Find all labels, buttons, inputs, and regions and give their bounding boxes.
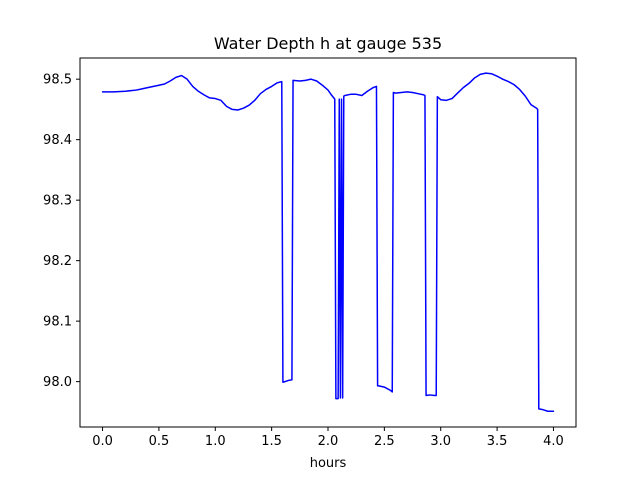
x-tick-label: 1.5 (261, 434, 282, 449)
plot-area-frame (79, 57, 577, 428)
x-tick-label: 1.0 (205, 434, 226, 449)
y-tick-label: 98.0 (43, 375, 72, 390)
x-tick-label: 2.0 (318, 434, 339, 449)
x-tick-label: 2.5 (374, 434, 395, 449)
y-tick-label: 98.1 (43, 315, 72, 330)
x-tick-label: 3.5 (487, 434, 508, 449)
y-tick-label: 98.5 (43, 73, 72, 88)
x-tick-label: 0.5 (149, 434, 170, 449)
y-tick-label: 98.4 (43, 133, 72, 148)
y-tick-label: 98.2 (43, 254, 72, 269)
chart-title: Water Depth h at gauge 535 (214, 34, 442, 53)
x-axis-label: hours (310, 456, 347, 471)
y-axis-ticks: 98.0 98.1 98.2 98.3 98.4 98.5 (43, 73, 80, 390)
x-axis-ticks: 0.0 0.5 1.0 1.5 2.0 2.5 3.0 3.5 4.0 (92, 427, 564, 449)
x-tick-label: 3.0 (430, 434, 451, 449)
x-tick-label: 4.0 (543, 434, 564, 449)
x-tick-label: 0.0 (92, 434, 113, 449)
series-layer (101, 72, 555, 413)
series-line-0 (101, 72, 555, 413)
y-tick-label: 98.3 (43, 194, 72, 209)
